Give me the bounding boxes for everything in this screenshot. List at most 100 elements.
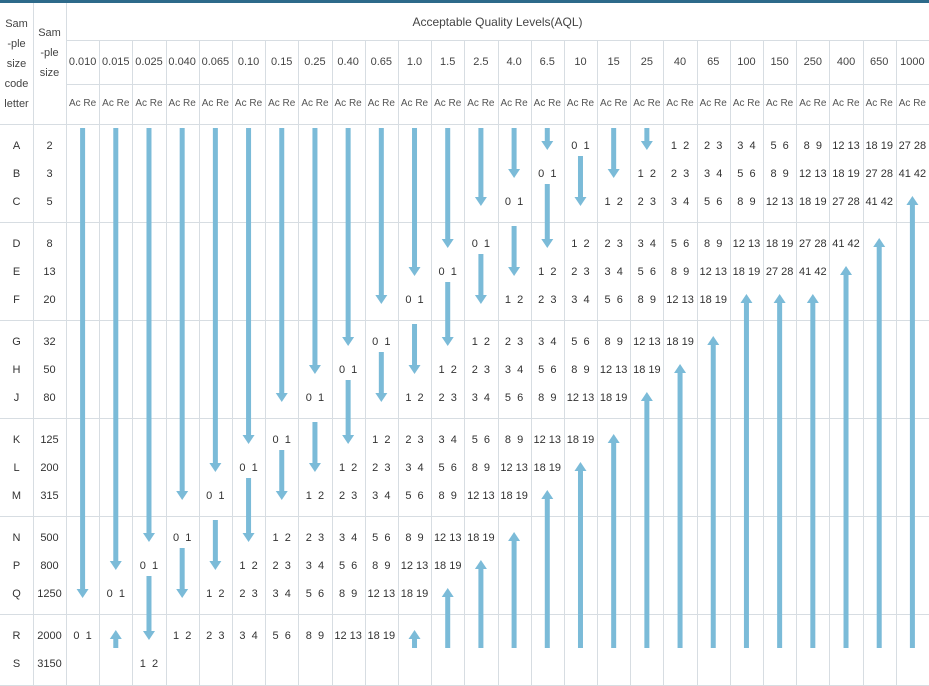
ac-re-value: 8 9 <box>504 433 524 446</box>
ac-re-value: 2 3 <box>704 139 723 152</box>
ac-re-label: Ac Re <box>135 98 163 109</box>
aql-level-header: 0.025 <box>135 55 163 68</box>
ac-re-value: 18 19 <box>367 629 396 642</box>
ac-re-value: 8 9 <box>737 195 756 208</box>
ac-re-value: 0 1 <box>372 335 391 348</box>
ac-re-value: 8 9 <box>305 629 325 642</box>
aql-level-header: 15 <box>607 55 620 68</box>
ac-re-value: 0 1 <box>338 363 358 376</box>
row-sample-size: 315 <box>40 489 59 502</box>
ac-re-label: Ac Re <box>201 98 229 109</box>
ac-re-value: 18 19 <box>666 335 694 348</box>
arrow-down-icon <box>441 128 454 248</box>
ac-re-value: 5 6 <box>704 195 723 208</box>
row-sample-size: 20 <box>43 293 56 306</box>
arrow-down-icon <box>342 380 355 444</box>
ac-re-value: 12 13 <box>666 293 694 306</box>
ac-re-value: 3 4 <box>239 629 258 642</box>
row-code-letter: D <box>12 237 21 250</box>
ac-re-value: 0 1 <box>106 587 125 600</box>
row-code-letter: M <box>11 489 22 502</box>
ac-re-value: 5 6 <box>538 363 557 376</box>
arrow-up-icon <box>840 266 853 648</box>
ac-re-value: 5 6 <box>670 237 690 250</box>
ac-re-value: 0 1 <box>538 167 557 180</box>
aql-level-header: 40 <box>673 55 687 68</box>
aql-level-header: 0.010 <box>68 55 97 68</box>
ac-re-value: 18 19 <box>799 195 827 208</box>
arrow-up-icon <box>740 294 753 648</box>
arrow-up-icon <box>109 630 122 648</box>
ac-re-value: 3 4 <box>538 335 557 348</box>
ac-re-value: 1 2 <box>504 293 524 306</box>
ac-re-value: 8 9 <box>571 363 590 376</box>
ac-re-value: 1 2 <box>139 657 159 670</box>
ac-re-label: Ac Re <box>865 98 893 109</box>
ac-re-value: 1 2 <box>538 265 557 278</box>
arrow-down-icon <box>342 128 355 346</box>
ac-re-label: Ac Re <box>799 98 827 109</box>
row-sample-size: 200 <box>40 461 59 474</box>
row-code-letter: G <box>12 335 21 348</box>
aql-level-header: 0.10 <box>237 55 260 68</box>
ac-re-value: 0 1 <box>272 433 291 446</box>
ac-re-value: 12 13 <box>633 335 661 348</box>
ac-re-value: 5 6 <box>737 167 756 180</box>
header-aql-title: Acceptable Quality Levels(AQL) <box>412 14 583 29</box>
ac-re-label: Ac Re <box>367 98 395 109</box>
aql-level-header: 1000 <box>900 55 925 68</box>
arrow-up-icon <box>707 336 720 648</box>
aql-level-header: 10 <box>574 55 587 68</box>
row-code-letter: S <box>12 657 21 670</box>
ac-re-label: Ac Re <box>732 98 761 109</box>
arrow-down-icon <box>574 156 587 206</box>
ac-re-value: 8 9 <box>604 335 623 348</box>
ac-re-value: 3 4 <box>737 139 756 152</box>
ac-re-value: 2 3 <box>637 195 657 208</box>
header-sample-size-code-letter: Sam -ple size code letter <box>0 3 33 124</box>
row-sample-size: 3150 <box>37 657 62 670</box>
row-code-letter: L <box>13 461 20 474</box>
aql-level-header: 1.0 <box>406 55 423 68</box>
arrow-up-icon <box>508 532 521 648</box>
ac-re-value: 0 1 <box>139 559 159 572</box>
ac-re-value: 3 4 <box>272 587 291 600</box>
arrow-up-icon <box>474 560 487 648</box>
ac-re-value: 12 13 <box>533 433 562 446</box>
ac-re-value: 0 1 <box>504 195 524 208</box>
ac-re-value: 18 19 <box>533 461 562 474</box>
arrow-down-icon <box>275 450 288 500</box>
arrow-up-icon <box>574 462 587 648</box>
ac-re-value: 1 2 <box>637 167 657 180</box>
ac-re-value: 12 13 <box>433 531 462 544</box>
ac-re-value: 3 4 <box>504 363 524 376</box>
ac-re-value: 5 6 <box>571 335 590 348</box>
ac-re-value: 5 6 <box>471 433 491 446</box>
aql-level-header: 65 <box>707 55 720 68</box>
ac-re-value: 1 2 <box>338 461 358 474</box>
ac-re-value: 1 2 <box>471 335 491 348</box>
row-code-letter: E <box>12 265 21 278</box>
row-sample-size: 2 <box>46 139 53 152</box>
ac-re-value: 2 3 <box>571 265 590 278</box>
ac-re-label: Ac Re <box>666 98 694 109</box>
header-text: -ple <box>40 47 59 59</box>
aql-level-header: 0.15 <box>271 55 293 68</box>
ac-re-value: 18 19 <box>467 531 495 544</box>
ac-re-value: 18 19 <box>765 237 794 250</box>
ac-re-value: 5 6 <box>438 461 457 474</box>
row-code-letter: B <box>12 167 21 180</box>
ac-re-label: Ac Re <box>434 98 462 109</box>
row-sample-size: 80 <box>43 391 56 404</box>
ac-re-value: 8 9 <box>704 237 723 250</box>
ac-re-label: Ac Re <box>766 98 794 109</box>
ac-re-value: 3 4 <box>305 559 325 572</box>
ac-re-value: 12 13 <box>732 237 761 250</box>
row-sample-size: 32 <box>43 335 56 348</box>
ac-re-label: Ac Re <box>500 98 528 109</box>
ac-re-label: Ac Re <box>832 98 860 109</box>
ac-re-value: 2 3 <box>305 531 325 544</box>
ac-re-value: 41 42 <box>832 237 860 250</box>
ac-re-label: Ac Re <box>699 98 727 109</box>
